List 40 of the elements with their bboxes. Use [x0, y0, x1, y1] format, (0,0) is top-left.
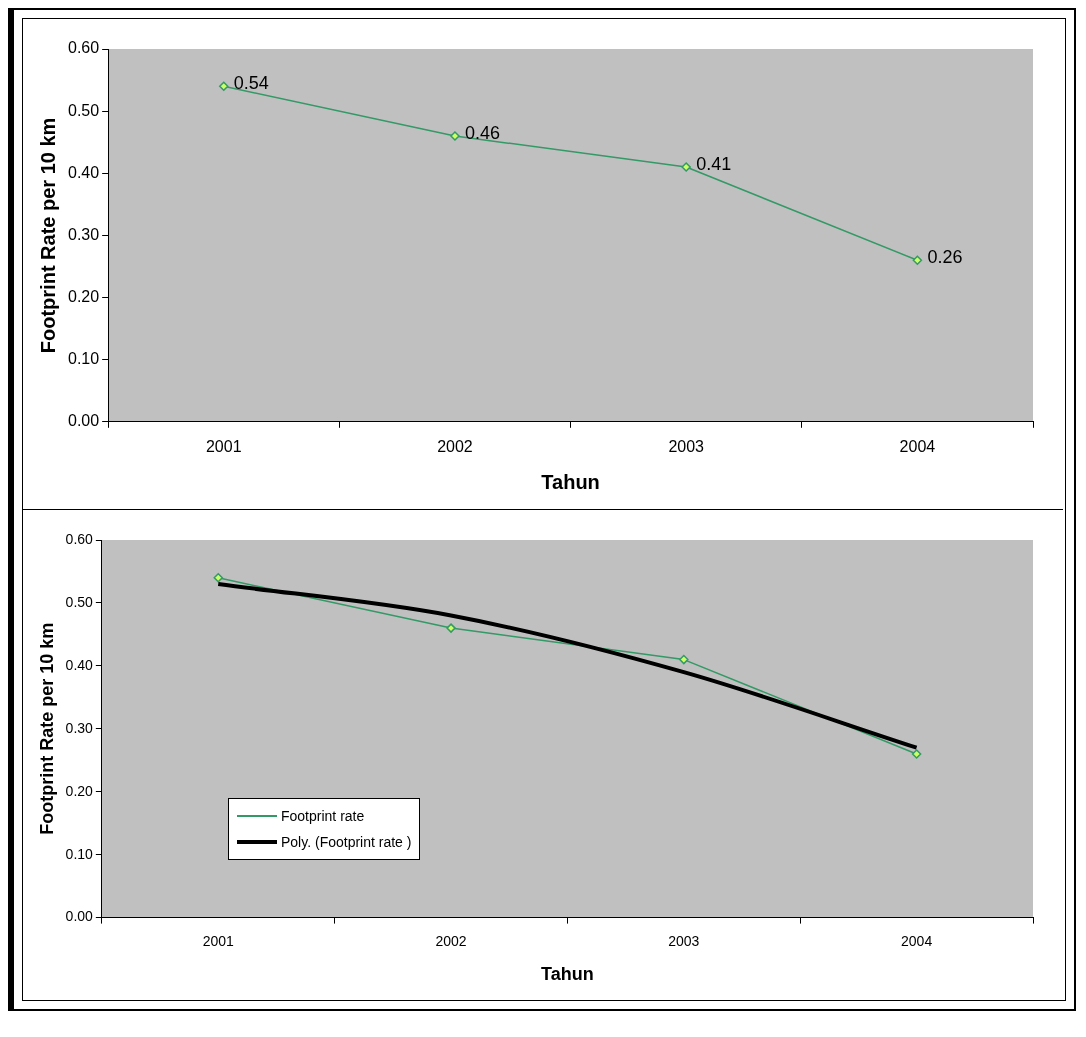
x-axis-title: Tahun: [541, 470, 600, 493]
point: [213, 573, 223, 583]
data-label: 0.54: [233, 73, 269, 94]
x-tick-label: 2001: [202, 932, 235, 949]
y-tick-label: 0.50: [68, 101, 100, 119]
x-tick-label: 2003: [668, 932, 700, 949]
legend-label: Poly. (Footprint rate ): [281, 834, 412, 850]
y-tick-label: 0.50: [65, 593, 94, 610]
x-tick-label: 2002: [435, 932, 467, 949]
y-tick-label: 0.40: [68, 163, 100, 181]
data-label: 0.46: [464, 122, 501, 143]
point: [450, 131, 460, 141]
point: [681, 162, 691, 172]
y-tick-label: 0.30: [65, 719, 94, 736]
x-axis-title: Tahun: [541, 964, 594, 985]
point: [679, 654, 689, 665]
y-axis-title: Footprint Rate per 10 km: [36, 622, 57, 835]
point: [911, 749, 922, 759]
data-label: 0.41: [696, 154, 732, 175]
y-tick-label: 0.60: [68, 39, 100, 57]
x-tick-label: 2004: [901, 932, 933, 949]
point: [219, 81, 229, 92]
point: [912, 255, 923, 265]
point: [446, 623, 456, 633]
x-tick-label: 2003: [668, 437, 705, 455]
legend-label: Footprint rate: [281, 808, 365, 824]
y-tick-label: 0.10: [65, 845, 94, 862]
x-tick-label: 2004: [899, 437, 936, 455]
y-tick-label: 0.20: [65, 782, 94, 799]
y-tick-label: 0.00: [65, 908, 94, 925]
y-tick-label: 0.00: [68, 412, 100, 430]
y-tick-label: 0.40: [65, 656, 94, 673]
y-tick-label: 0.20: [68, 287, 100, 305]
x-tick-label: 2001: [205, 437, 242, 455]
y-tick-label: 0.10: [68, 350, 100, 368]
y-axis-title: Footprint Rate per 10 km: [36, 117, 59, 354]
data-label: 0.26: [927, 247, 963, 268]
x-tick-label: 2002: [437, 437, 473, 455]
y-tick-label: 0.60: [65, 530, 94, 547]
y-tick-label: 0.30: [68, 225, 100, 243]
